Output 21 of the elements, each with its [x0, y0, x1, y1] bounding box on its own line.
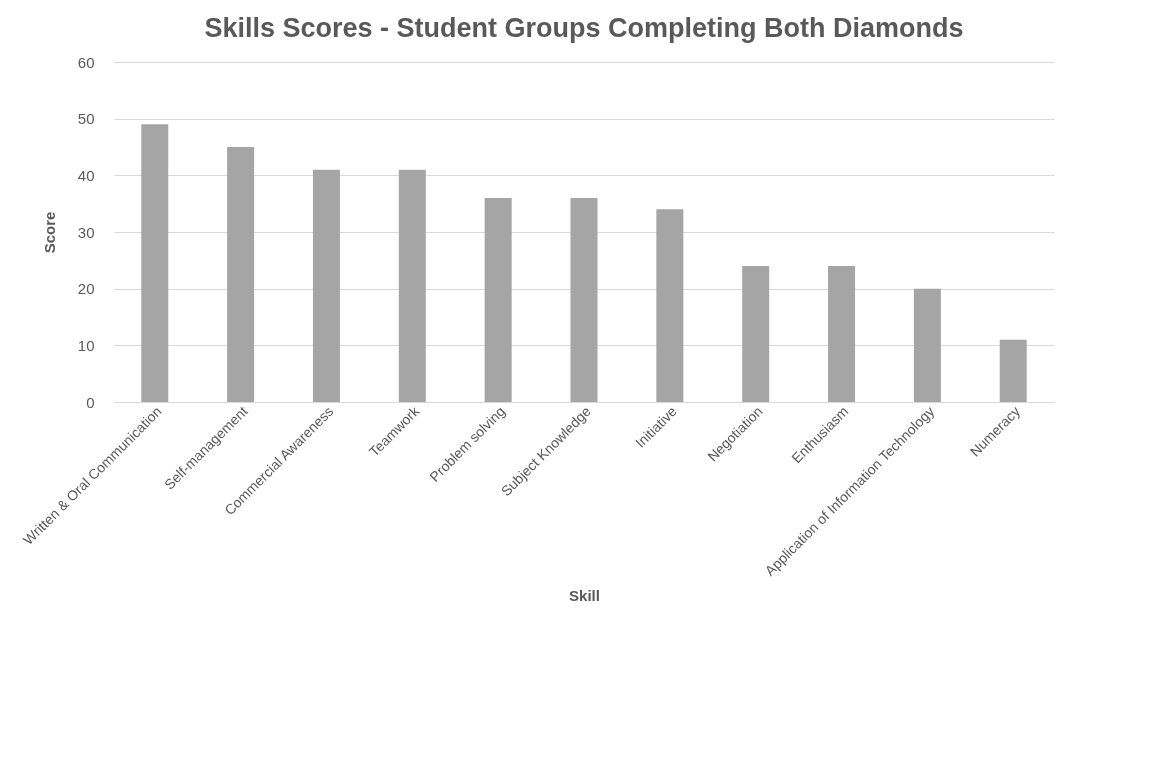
bar	[484, 198, 512, 402]
x-axis-title: Skill	[569, 586, 600, 604]
bar	[141, 124, 169, 402]
y-tick-label: 0	[86, 393, 95, 411]
y-tick-label: 50	[77, 110, 95, 128]
y-tick-label: 40	[77, 166, 95, 184]
chart-title: Skills Scores - Student Groups Completing Both Diamonds	[204, 13, 964, 43]
bar	[570, 198, 598, 402]
y-tick-label: 30	[77, 223, 95, 241]
bar	[656, 209, 684, 402]
bar	[227, 147, 255, 402]
y-tick-label: 20	[77, 280, 95, 298]
bar	[312, 169, 340, 402]
bar	[742, 266, 770, 402]
bar	[398, 169, 426, 402]
y-axis-title: Score	[40, 211, 58, 254]
bar	[913, 288, 941, 402]
bar	[999, 339, 1027, 402]
bar	[828, 266, 856, 402]
y-tick-label: 10	[77, 336, 95, 354]
y-tick-label: 60	[77, 53, 95, 71]
